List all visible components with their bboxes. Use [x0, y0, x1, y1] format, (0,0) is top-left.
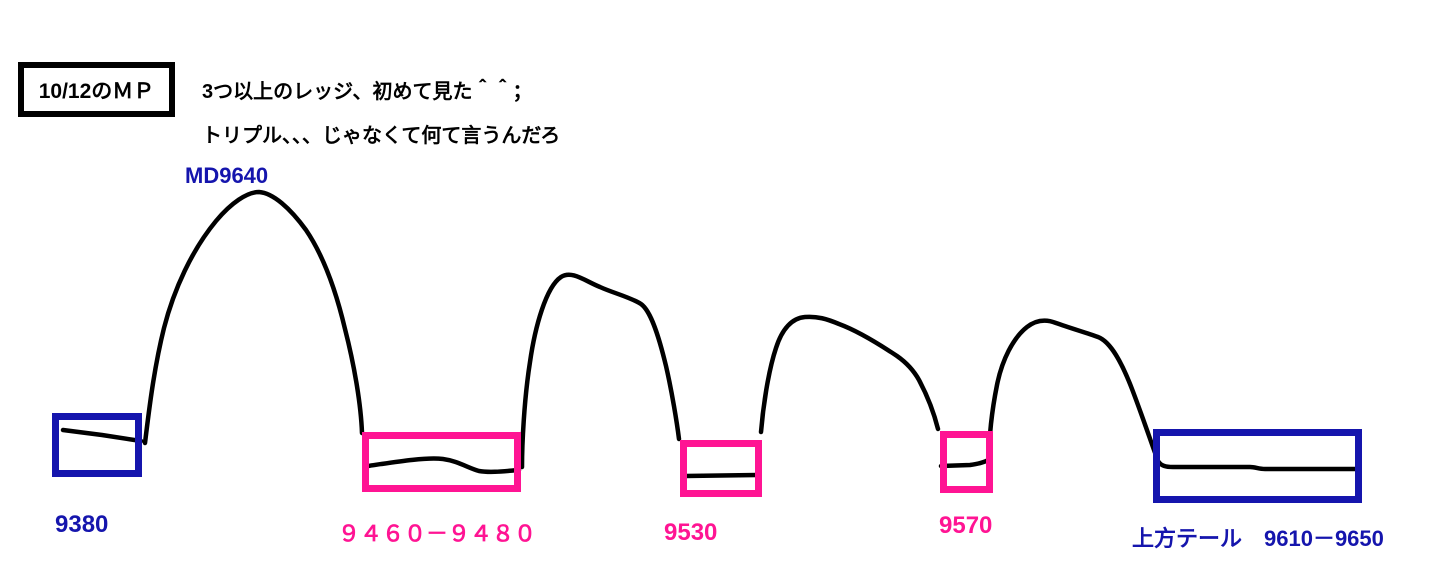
profile-arch-1: [142, 189, 365, 446]
price-line-9530: [682, 472, 760, 479]
range-box-9460-9480: [362, 432, 521, 492]
title-box: 10/12のＭＰ: [18, 62, 175, 117]
peak-label-md9640: MD9640: [185, 163, 269, 188]
level-label-9570: 9570: [939, 512, 993, 539]
price-line-9460-9480: [365, 456, 522, 475]
range-box-9380: [52, 413, 142, 477]
range-box-9530: [680, 440, 762, 497]
level-label-9380: 9380: [55, 511, 109, 538]
level-label-upper-tail: 上方テール 9610－9650: [1132, 526, 1384, 551]
range-box-9570: [940, 431, 993, 493]
range-box-upper-tail: [1153, 429, 1362, 503]
level-label-9530: 9530: [664, 519, 718, 546]
note-line-2: トリプル、、、じゃなくて何て言うんだろ: [202, 125, 561, 147]
level-label-9460-9480: ９４６０－９４８０: [338, 521, 537, 546]
note-line-1: 3つ以上のレッジ、初めて見た＾＾；: [202, 81, 533, 103]
title-text: 10/12のＭＰ: [38, 79, 155, 103]
profile-arch-2: [519, 272, 682, 470]
price-line-9380: [60, 427, 144, 444]
profile-arch-4-and-tail: [986, 318, 1360, 472]
profile-arch-3: [758, 314, 941, 435]
